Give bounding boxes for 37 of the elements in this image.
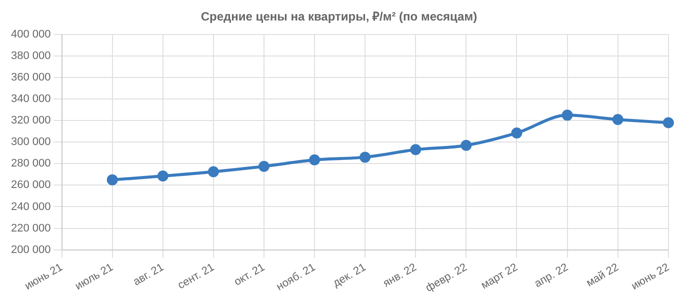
x-tick-label: нояб. 21 [274,261,318,294]
y-tick-label: 200 000 [10,244,51,256]
chart-title: Средние цены на квартиры, ₽/м² (по месяцам) [200,10,478,24]
y-tick-label: 260 000 [10,179,51,192]
point [309,154,320,166]
x-tick-label: янв. 22 [381,261,419,290]
point [106,174,118,186]
x-tick-label: сент. 21 [176,261,216,292]
x-tick-label: окт. 21 [232,261,267,288]
point [460,140,472,151]
x-tick-label: февр. 22 [424,261,470,295]
point [208,166,219,178]
y-tick-label: 280 000 [10,158,51,170]
point [562,110,573,121]
x-tick-label: июль 21 [73,261,116,293]
x-tick-label: авг. 21 [131,261,166,288]
y-tick-label: 240 000 [10,200,51,213]
point [157,170,168,182]
y-tick-label: 220 000 [10,222,51,234]
x-tick-label: март 22 [479,261,520,292]
y-tick-label: 300 000 [10,136,51,148]
point [410,144,422,156]
y-tick-label: 380 000 [10,50,51,62]
x-tick-label: июнь 22 [629,261,672,293]
x-tick-label: июнь 21 [22,261,65,293]
y-tick-label: 400 000 [10,28,51,40]
point [511,127,522,138]
point [360,152,371,163]
y-tick-label: 320 000 [10,114,51,127]
point [662,117,674,128]
point [612,114,624,125]
y-tick-label: 360 000 [10,72,51,84]
x-tick-label: май 22 [584,261,621,290]
x-tick-label: апр. 22 [532,261,570,290]
x-tick-label: дек. 21 [331,261,368,290]
y-tick-label: 340 000 [10,93,51,106]
point [258,160,270,172]
